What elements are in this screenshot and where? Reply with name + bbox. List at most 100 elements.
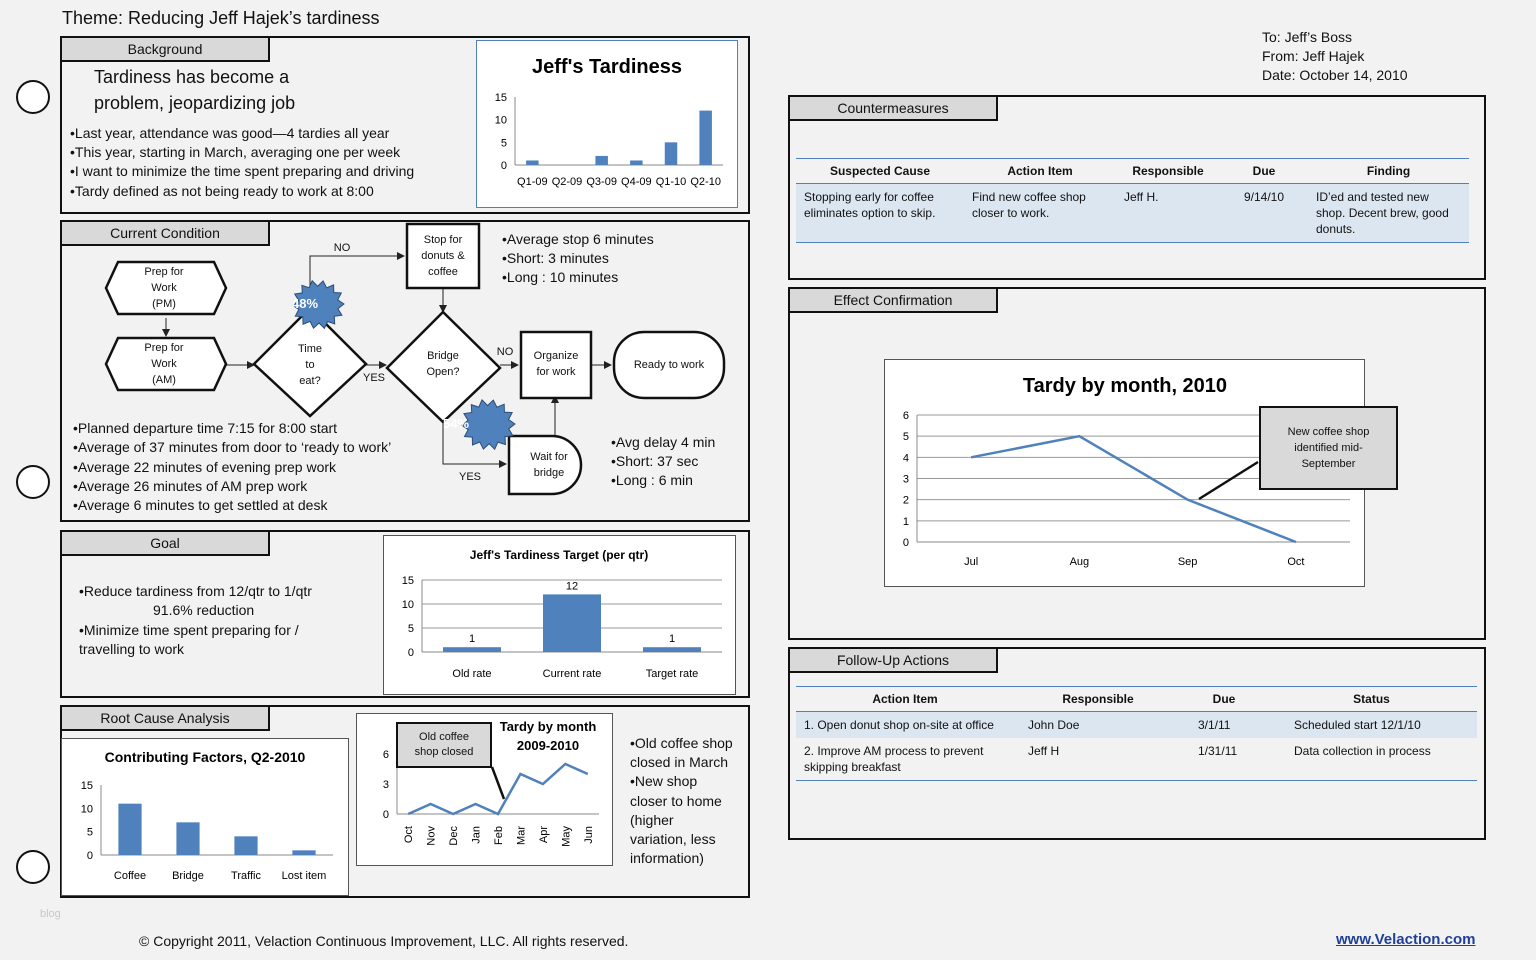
series-line <box>407 762 589 816</box>
callout-line: identified mid- <box>1294 442 1363 454</box>
y-tick-label: 0 <box>408 647 414 659</box>
y-tick-label: 6 <box>383 749 389 761</box>
rca-note: closer to home <box>630 793 722 809</box>
data-label: 1 <box>469 633 475 645</box>
goal-tab: Goal <box>62 532 270 556</box>
x-tick-label: Q4-09 <box>621 176 652 188</box>
current-bullet: •Average 26 minutes of AM prep work <box>73 478 308 494</box>
background-headline-1: Tardiness has become a <box>94 67 290 87</box>
yes-label: YES <box>459 471 481 483</box>
stop-label: Stop for <box>424 234 463 246</box>
x-tick-label: Q1-09 <box>517 176 548 188</box>
ready-terminal <box>612 330 726 400</box>
column-header: Due <box>1182 686 1266 712</box>
bar <box>643 647 701 652</box>
x-tick-label: Nov <box>426 826 438 846</box>
data-label: 1 <box>669 633 675 645</box>
no-label: NO <box>334 242 351 254</box>
column-header: Responsible <box>1116 158 1220 184</box>
table-cell: Jeff H <box>1014 738 1182 781</box>
percent-starburst-54 <box>460 399 516 451</box>
rca-note: •Old coffee shop <box>630 735 733 751</box>
background-bullet: •Last year, attendance was good—4 tardie… <box>70 125 390 141</box>
bridge-decision <box>385 310 502 424</box>
current-bullet: •Planned departure time 7:15 for 8:00 st… <box>73 420 338 436</box>
table-cell: 3/1/11 <box>1182 711 1266 738</box>
x-tick-label: Q3-09 <box>586 176 617 188</box>
bar <box>664 142 678 165</box>
callout-line: shop closed <box>414 746 474 758</box>
time-to-eat-decision <box>252 306 368 418</box>
page-title: Theme: Reducing Jeff Hajek’s tardiness <box>62 8 380 28</box>
month0910-chart: Tardy by month 2009-2010 0 3 6 Oct Nov Dec Jan Fe… <box>383 719 599 847</box>
column-header: Action Item <box>796 686 1014 712</box>
target-chart: Jeff's Tardiness Target (per qtr) 0 5 10 15 1… <box>402 548 722 680</box>
prep-am-label: Work <box>151 358 177 370</box>
x-tick-label: Traffic <box>231 870 261 882</box>
x-tick-label: Current rate <box>543 668 602 680</box>
bar <box>543 594 601 652</box>
stop-stat: •Short: 3 minutes <box>502 250 609 266</box>
series-line <box>970 434 1297 544</box>
background-bullet: •Tardy defined as not being ready to wor… <box>70 183 374 199</box>
organize-label: for work <box>536 366 576 378</box>
chart-title: Contributing Factors, Q2-2010 <box>105 749 306 765</box>
rca-note: closed in March <box>630 754 729 770</box>
countermeasures-tab: Countermeasures <box>790 97 998 121</box>
y-tick-label: 5 <box>501 137 507 149</box>
followup-tab: Follow-Up Actions <box>790 649 998 673</box>
prep-am-label: Prep for <box>144 342 183 354</box>
copyright: © Copyright 2011, Velaction Continuous I… <box>139 933 629 949</box>
wait-label: bridge <box>534 467 565 479</box>
followup-table: Action Item Responsible Due Status 1. Op… <box>796 686 1477 781</box>
data-label: 12 <box>566 580 578 592</box>
stop-stat: •Long : 10 minutes <box>502 269 619 285</box>
x-tick-label: Bridge <box>172 870 204 882</box>
x-tick-label: Oct <box>403 826 415 843</box>
rca-note: (higher <box>630 812 674 828</box>
root-cause-tab: Root Cause Analysis <box>62 707 270 731</box>
bridge-stat: •Short: 37 sec <box>611 453 699 469</box>
rca-note: •New shop <box>630 773 698 789</box>
prep-am-label: (AM) <box>152 374 176 386</box>
stop-label: donuts & <box>421 250 465 262</box>
watermark: blog <box>40 908 61 920</box>
x-tick-label: May <box>560 826 572 847</box>
current-bullet: •Average 22 minutes of evening prep work <box>73 459 337 475</box>
y-tick-label: 6 <box>903 410 909 422</box>
callout-pointer <box>490 766 506 800</box>
table-row: Stopping early for coffee eliminates opt… <box>796 183 1469 243</box>
y-tick-label: 3 <box>383 779 389 791</box>
bar <box>630 160 643 165</box>
prep-pm-label: Work <box>151 282 177 294</box>
column-header: Due <box>1220 158 1308 184</box>
background-bullet: •I want to minimize the time spent prepa… <box>70 163 415 179</box>
velaction-link[interactable]: www.Velaction.com <box>1336 931 1476 948</box>
table-cell: Jeff H. <box>1116 183 1220 243</box>
memo-to: To: Jeff’s Boss <box>1262 29 1353 45</box>
organize-label: Organize <box>534 350 579 362</box>
binder-hole-bottom <box>16 850 50 884</box>
stop-box <box>405 222 481 290</box>
x-tick-label: Feb <box>493 826 505 845</box>
time-to-eat-label: eat? <box>299 375 320 387</box>
yes-label: YES <box>363 372 385 384</box>
memo-date: Date: October 14, 2010 <box>1262 67 1408 83</box>
table-cell: Stopping early for coffee eliminates opt… <box>796 183 964 243</box>
y-tick-label: 4 <box>903 452 909 464</box>
bridge-label: Bridge <box>427 350 459 362</box>
y-tick-label: 15 <box>402 575 414 587</box>
background-tab: Background <box>62 38 270 62</box>
y-tick-label: 0 <box>87 850 93 862</box>
y-tick-label: 5 <box>408 623 414 635</box>
x-tick-label: Jan <box>471 826 483 844</box>
table-cell: 2. Improve AM process to prevent skippin… <box>796 738 1014 781</box>
prep-pm-label: Prep for <box>144 266 183 278</box>
x-tick-label: Q1-10 <box>656 176 687 188</box>
table-cell: Find new coffee shop closer to work. <box>964 183 1116 243</box>
chart-title: Tardy by month, 2010 <box>1023 375 1227 397</box>
x-tick-label: Lost item <box>282 870 327 882</box>
y-tick-label: 0 <box>383 809 389 821</box>
x-tick-label: Jul <box>964 556 978 568</box>
bridge-stat: •Avg delay 4 min <box>611 434 716 450</box>
